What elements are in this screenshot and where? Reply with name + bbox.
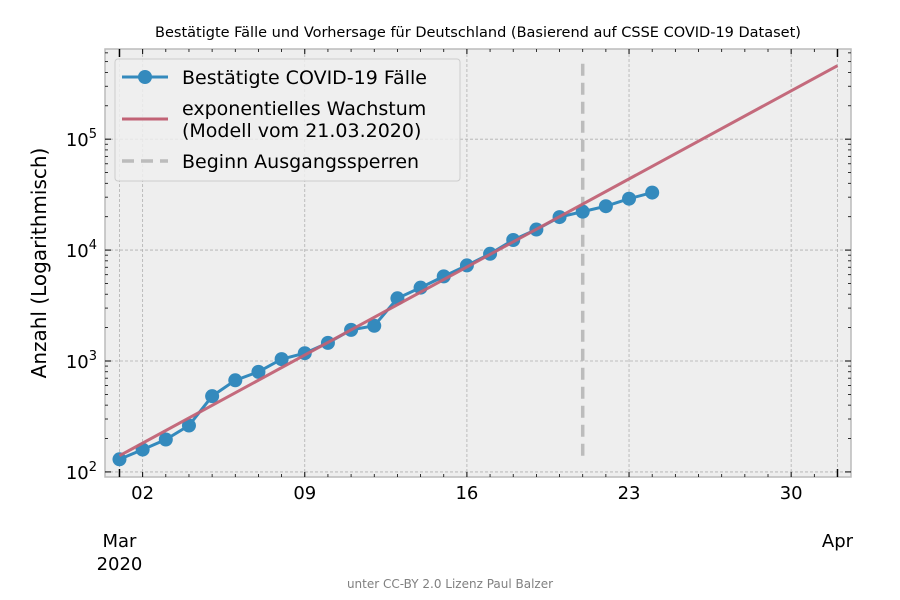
x-major-tick-label: Apr: [822, 531, 854, 552]
series-layer: [112, 63, 839, 467]
x-major-tick-label: 2020: [97, 554, 143, 575]
legend-label: (Modell vom 21.03.2020): [182, 120, 421, 142]
chart-title: Bestätigte Fälle und Vorhersage für Deut…: [155, 25, 801, 41]
legend-label: Beginn Ausgangssperren: [182, 151, 419, 173]
confirmed-case-point: [251, 364, 266, 379]
confirmed-case-point: [367, 318, 382, 333]
confirmed-case-point: [598, 199, 613, 214]
y-tick-label: 105: [66, 127, 97, 151]
y-tick-label: 103: [66, 349, 97, 373]
confirmed-case-point: [645, 185, 660, 200]
exponential-model-line: [118, 64, 839, 458]
y-tick-label: 102: [66, 460, 97, 484]
y-axis-label: Anzahl (Logarithmisch): [27, 148, 51, 379]
confirmed-case-point: [228, 373, 243, 388]
legend-box: [114, 58, 461, 182]
legend-label: exponentielles Wachstum: [182, 98, 426, 120]
x-tick-label: 09: [293, 483, 316, 504]
confirmed-case-point: [112, 452, 127, 467]
confirmed-case-point: [622, 191, 637, 206]
confirmed-case-point: [158, 432, 173, 447]
y-tick-label: 104: [66, 238, 97, 262]
legend-label: Bestätigte COVID-19 Fälle: [182, 67, 427, 89]
x-tick-label: 30: [780, 483, 803, 504]
x-tick-label: 02: [131, 483, 154, 504]
credit-text: unter CC-BY 2.0 Lizenz Paul Balzer: [347, 577, 553, 591]
confirmed-case-point: [205, 389, 220, 404]
confirmed-case-point: [274, 352, 289, 367]
x-tick-label: 23: [618, 483, 641, 504]
legend: Bestätigte COVID-19 Fälle exponentielles …: [114, 58, 461, 182]
legend-marker-cases: [138, 70, 152, 84]
x-major-tick-label: Mar: [102, 531, 137, 552]
x-tick-label: 16: [455, 483, 478, 504]
confirmed-case-point: [181, 418, 196, 433]
confirmed-case-point: [575, 204, 590, 219]
grid: [105, 49, 851, 477]
